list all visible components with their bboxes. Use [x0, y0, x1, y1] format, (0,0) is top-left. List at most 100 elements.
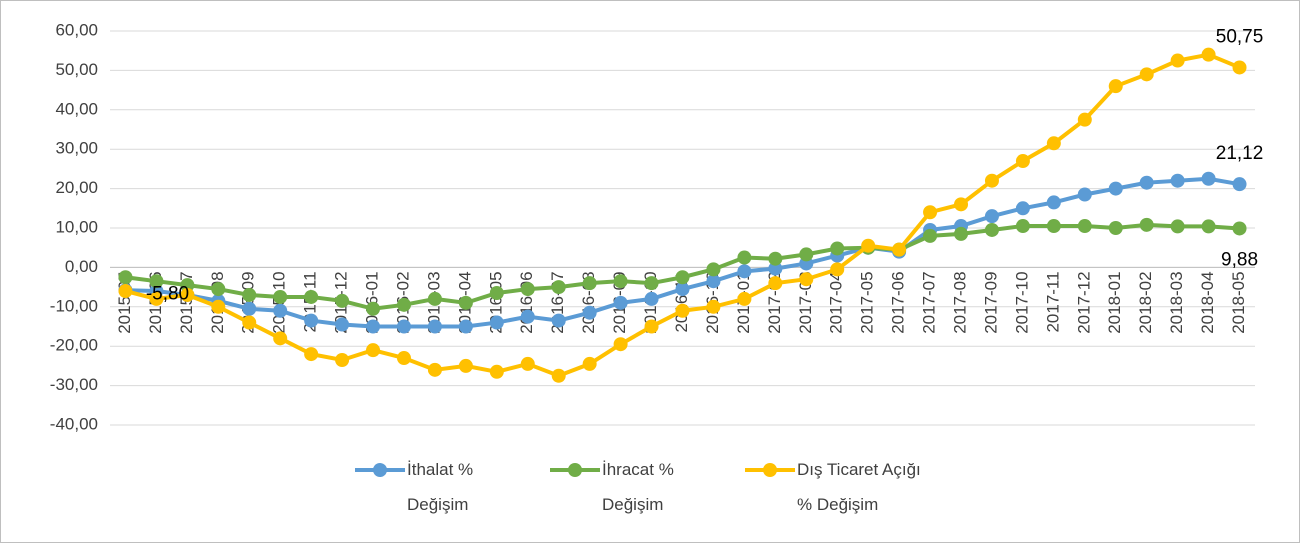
data-point [242, 301, 257, 316]
data-point [644, 291, 659, 306]
data-label: 9,88 [1221, 249, 1258, 270]
data-point [396, 297, 411, 312]
data-point [427, 291, 442, 306]
data-point [520, 282, 535, 297]
data-point [613, 337, 628, 352]
data-point [396, 319, 411, 334]
data-point [644, 276, 659, 291]
data-point [180, 287, 195, 302]
data-point [984, 209, 999, 224]
data-point [520, 309, 535, 324]
legend-marker [373, 463, 387, 477]
data-label: -5,80 [146, 283, 189, 304]
data-point [737, 291, 752, 306]
data-point [1170, 53, 1185, 68]
data-point [304, 289, 319, 304]
x-tick-label: 2017-03 [796, 271, 815, 333]
data-point [1139, 217, 1154, 232]
data-point [149, 274, 164, 289]
y-tick-label: 30,00 [55, 139, 98, 158]
data-point [954, 226, 969, 241]
data-point [1170, 173, 1185, 188]
y-tick-label: -40,00 [50, 414, 98, 433]
data-point [273, 289, 288, 304]
data-point [1015, 154, 1030, 169]
data-point [1046, 195, 1061, 210]
data-point [551, 313, 566, 328]
data-point [489, 364, 504, 379]
data-point [520, 356, 535, 371]
data-point [830, 241, 845, 256]
legend-marker [763, 463, 777, 477]
data-point [551, 280, 566, 295]
data-point [675, 282, 690, 297]
data-point [737, 250, 752, 265]
data-point [768, 261, 783, 276]
data-point [706, 262, 721, 277]
data-point [366, 343, 381, 358]
data-point [923, 228, 938, 243]
x-tick-label: 2017-11 [1043, 271, 1062, 332]
data-point [984, 173, 999, 188]
data-point [335, 352, 350, 367]
data-point [211, 282, 226, 297]
data-point [427, 362, 442, 377]
y-tick-label: -30,00 [50, 375, 98, 394]
y-tick-label: 20,00 [55, 178, 98, 197]
data-point [1232, 60, 1247, 75]
data-point [1232, 177, 1247, 192]
legend-marker [568, 463, 582, 477]
x-tick-label: 2018-02 [1136, 271, 1155, 333]
data-point [242, 287, 257, 302]
x-tick-label: 2017-05 [858, 271, 877, 333]
data-point [1077, 112, 1092, 127]
y-tick-label: 10,00 [55, 217, 98, 236]
data-point [180, 278, 195, 293]
data-point [675, 303, 690, 318]
y-tick-label: 60,00 [55, 20, 98, 39]
data-point [1201, 171, 1216, 186]
data-point [1232, 221, 1247, 236]
data-point [984, 222, 999, 237]
data-point [211, 299, 226, 314]
data-point [273, 331, 288, 346]
data-point [1108, 221, 1123, 235]
data-point [768, 276, 783, 291]
data-point [242, 315, 257, 330]
data-point [1139, 67, 1154, 82]
data-point [1108, 79, 1123, 94]
x-tick-label: 2017-12 [1074, 271, 1093, 333]
data-point [335, 293, 350, 308]
data-point [1015, 219, 1030, 234]
data-point [582, 356, 597, 371]
data-point [613, 295, 628, 310]
data-point [1077, 187, 1092, 202]
data-point [954, 197, 969, 212]
data-point [737, 264, 752, 279]
x-tick-label: 2017-04 [827, 271, 846, 333]
data-point [1139, 175, 1154, 190]
data-point [768, 251, 783, 266]
data-point [861, 238, 876, 253]
data-point [799, 272, 814, 287]
data-point [892, 242, 907, 257]
data-point [489, 286, 504, 301]
legend-label: İhracat % Değişim [602, 460, 674, 514]
x-tick-label: 2017-06 [889, 271, 908, 333]
data-point [335, 317, 350, 332]
data-point [799, 247, 814, 262]
x-tick-label: 2017-10 [1012, 271, 1031, 333]
data-point [1046, 136, 1061, 151]
x-tick-label: 2018-04 [1198, 271, 1217, 333]
data-point [706, 274, 721, 289]
data-point [644, 319, 659, 334]
data-point [1108, 181, 1123, 196]
data-point [830, 262, 845, 277]
data-label: 50,75 [1216, 26, 1264, 47]
x-tick-label: 2016-06 [517, 271, 536, 333]
data-point [923, 205, 938, 220]
data-point [582, 305, 597, 320]
data-point [458, 295, 473, 310]
data-point [458, 319, 473, 334]
x-tick-label: 2017-09 [981, 271, 1000, 333]
